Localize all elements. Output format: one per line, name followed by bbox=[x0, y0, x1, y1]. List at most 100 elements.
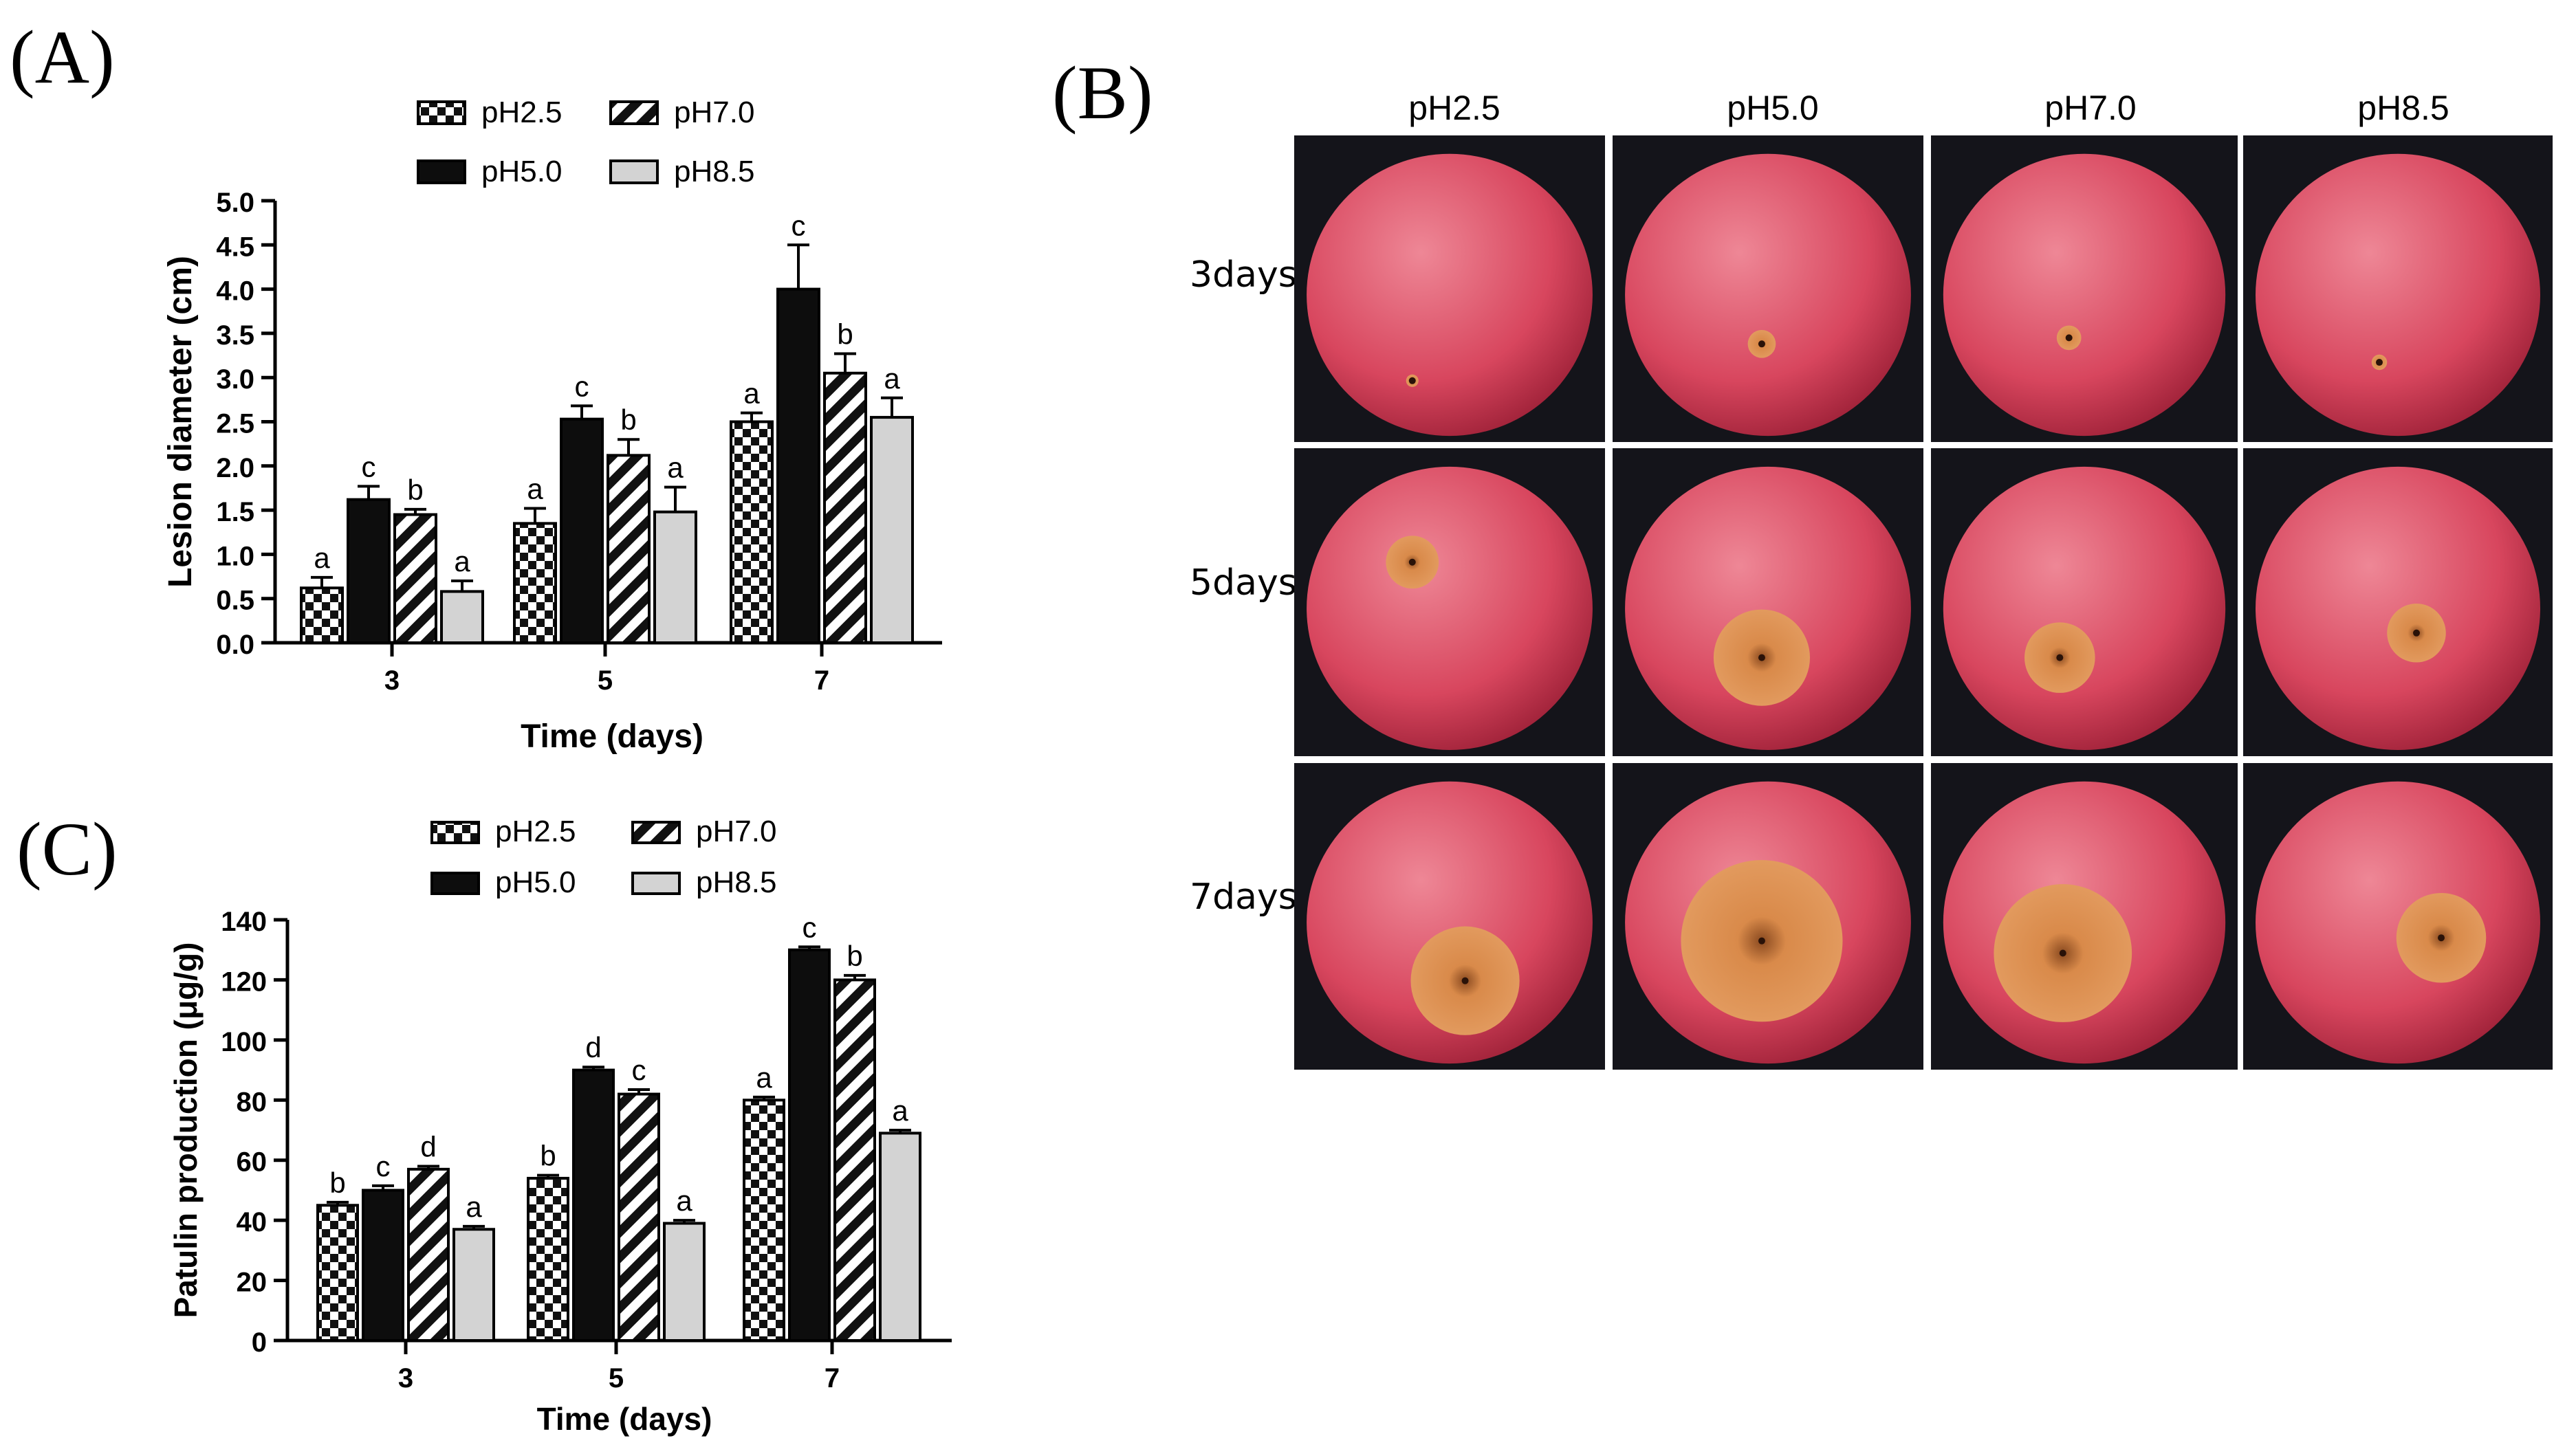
apple bbox=[1625, 153, 1911, 437]
bar-pH70-day5 bbox=[618, 1092, 660, 1342]
y-tick-label: 60 bbox=[237, 1147, 268, 1178]
bar-pH25-day3 bbox=[316, 1204, 359, 1343]
x-tick-label: 7 bbox=[814, 665, 829, 696]
bar-pH70-day5 bbox=[607, 454, 651, 644]
significance-letter: d bbox=[420, 1130, 436, 1162]
lesion-center bbox=[1461, 977, 1469, 984]
legend-swatch-pH25 bbox=[417, 100, 466, 125]
bar-pH25-day3 bbox=[300, 586, 344, 645]
photo-col-label-ph70: pH7.0 bbox=[2044, 89, 2137, 127]
apple bbox=[2256, 153, 2540, 437]
significance-letter: b bbox=[837, 318, 853, 350]
bar-pH85-day7 bbox=[870, 416, 914, 644]
photo-col-label-ph50: pH5.0 bbox=[1727, 89, 1819, 127]
y-tick-label: 0.5 bbox=[216, 586, 254, 616]
y-tick-label: 1.0 bbox=[216, 541, 254, 571]
lesion-center bbox=[2065, 334, 2073, 342]
x-tick-label: 5 bbox=[598, 665, 613, 696]
legend-label: pH7.0 bbox=[696, 815, 776, 848]
photo-row-label-3days: 3days bbox=[1190, 254, 1297, 296]
significance-letter: c bbox=[792, 209, 806, 241]
patulin-production-chart: 0 20 40 60 80 100 120 140 3 5 7 Time (days) Patulin … bbox=[168, 815, 952, 1437]
bar-pH50-day7 bbox=[776, 287, 820, 645]
y-tick-label: 100 bbox=[221, 1027, 267, 1057]
y-tick-label: 3.5 bbox=[216, 320, 254, 351]
lesion-center bbox=[2056, 654, 2064, 661]
lesion-center bbox=[1408, 558, 1416, 566]
y-axis-label: Patulin production (μg/g) bbox=[168, 942, 204, 1319]
significance-letter: b bbox=[620, 404, 636, 436]
bar-pH70-day3 bbox=[393, 513, 437, 645]
bar-pH50-day3 bbox=[347, 498, 391, 645]
y-tick-label: 1.5 bbox=[216, 497, 254, 527]
lesion-center bbox=[1758, 654, 1765, 661]
significance-letter: b bbox=[540, 1140, 556, 1172]
lesion-center bbox=[1758, 340, 1765, 348]
x-axis-label: Time (days) bbox=[537, 1401, 712, 1437]
significance-letter: c bbox=[376, 1150, 391, 1182]
significance-letter: a bbox=[884, 362, 900, 395]
photo-row-label-7days: 7days bbox=[1190, 876, 1297, 918]
lesion-diameter-chart: 0.0 0.5 1.0 1.5 2.0 2.5 3.0 3.5 4.0 4.5 5.0 3 5 7 Time… bbox=[162, 96, 942, 755]
significance-letter: c bbox=[362, 450, 376, 483]
legend-swatch-pH25 bbox=[430, 821, 480, 844]
significance-letter: a bbox=[892, 1094, 908, 1127]
apple bbox=[1307, 153, 1593, 437]
legend-label: pH8.5 bbox=[674, 155, 754, 188]
legend-swatch-pH50 bbox=[430, 872, 480, 895]
bar-pH50-day3 bbox=[362, 1189, 404, 1343]
apple bbox=[1943, 153, 2226, 437]
significance-letter: a bbox=[527, 473, 543, 505]
lesion-center bbox=[2438, 934, 2445, 942]
significance-letter: b bbox=[847, 940, 862, 972]
y-tick-label: 0.0 bbox=[216, 630, 254, 660]
significance-letter: b bbox=[407, 474, 423, 506]
panel-b-letter: (B) bbox=[1052, 51, 1153, 135]
x-tick-label: 7 bbox=[825, 1363, 840, 1393]
y-tick-label: 3.0 bbox=[216, 364, 254, 395]
y-tick-label: 120 bbox=[221, 967, 267, 997]
bar-pH85-day3 bbox=[452, 1228, 495, 1343]
legend-label: pH5.0 bbox=[481, 155, 562, 188]
y-tick-label: 5.0 bbox=[216, 188, 254, 218]
x-tick-label: 3 bbox=[398, 1363, 413, 1393]
significance-letter: a bbox=[454, 545, 470, 577]
bar-pH50-day7 bbox=[788, 948, 831, 1342]
legend-label: pH5.0 bbox=[495, 865, 576, 899]
significance-letter: c bbox=[575, 370, 589, 402]
legend-label: pH2.5 bbox=[495, 815, 576, 848]
legend-label: pH2.5 bbox=[481, 96, 562, 129]
y-tick-label: 2.0 bbox=[216, 453, 254, 483]
lesion-center bbox=[1758, 937, 1765, 945]
apple bbox=[1307, 781, 1593, 1064]
y-tick-label: 2.5 bbox=[216, 409, 254, 439]
significance-letter: d bbox=[585, 1031, 601, 1063]
bar-pH25-day7 bbox=[743, 1099, 785, 1343]
bar-pH25-day5 bbox=[513, 522, 557, 645]
significance-letter: a bbox=[676, 1184, 692, 1217]
lesion-center bbox=[2413, 629, 2420, 637]
apple bbox=[1307, 466, 1593, 751]
significance-letter: c bbox=[803, 911, 817, 943]
y-tick-label: 4.5 bbox=[216, 232, 254, 262]
bar-pH70-day3 bbox=[407, 1167, 450, 1343]
y-tick-label: 80 bbox=[237, 1087, 268, 1117]
panel-a-letter: (A) bbox=[10, 15, 115, 99]
x-tick-label: 3 bbox=[384, 665, 400, 696]
significance-letter: a bbox=[314, 542, 330, 574]
panel-c-letter: (C) bbox=[17, 807, 118, 891]
y-tick-label: 40 bbox=[237, 1207, 268, 1237]
x-axis-label: Time (days) bbox=[521, 718, 703, 755]
legend-swatch-pH70 bbox=[631, 821, 681, 844]
legend-label: pH8.5 bbox=[696, 865, 776, 899]
significance-letter: b bbox=[329, 1167, 345, 1199]
legend-swatch-pH85 bbox=[609, 159, 659, 184]
significance-letter: a bbox=[466, 1191, 482, 1223]
legend-swatch-pH50 bbox=[417, 159, 466, 184]
legend-label: pH7.0 bbox=[674, 96, 754, 129]
lesion-center bbox=[1408, 377, 1416, 384]
y-tick-label: 4.0 bbox=[216, 276, 254, 307]
photo-col-label-ph85: pH8.5 bbox=[2357, 89, 2449, 127]
